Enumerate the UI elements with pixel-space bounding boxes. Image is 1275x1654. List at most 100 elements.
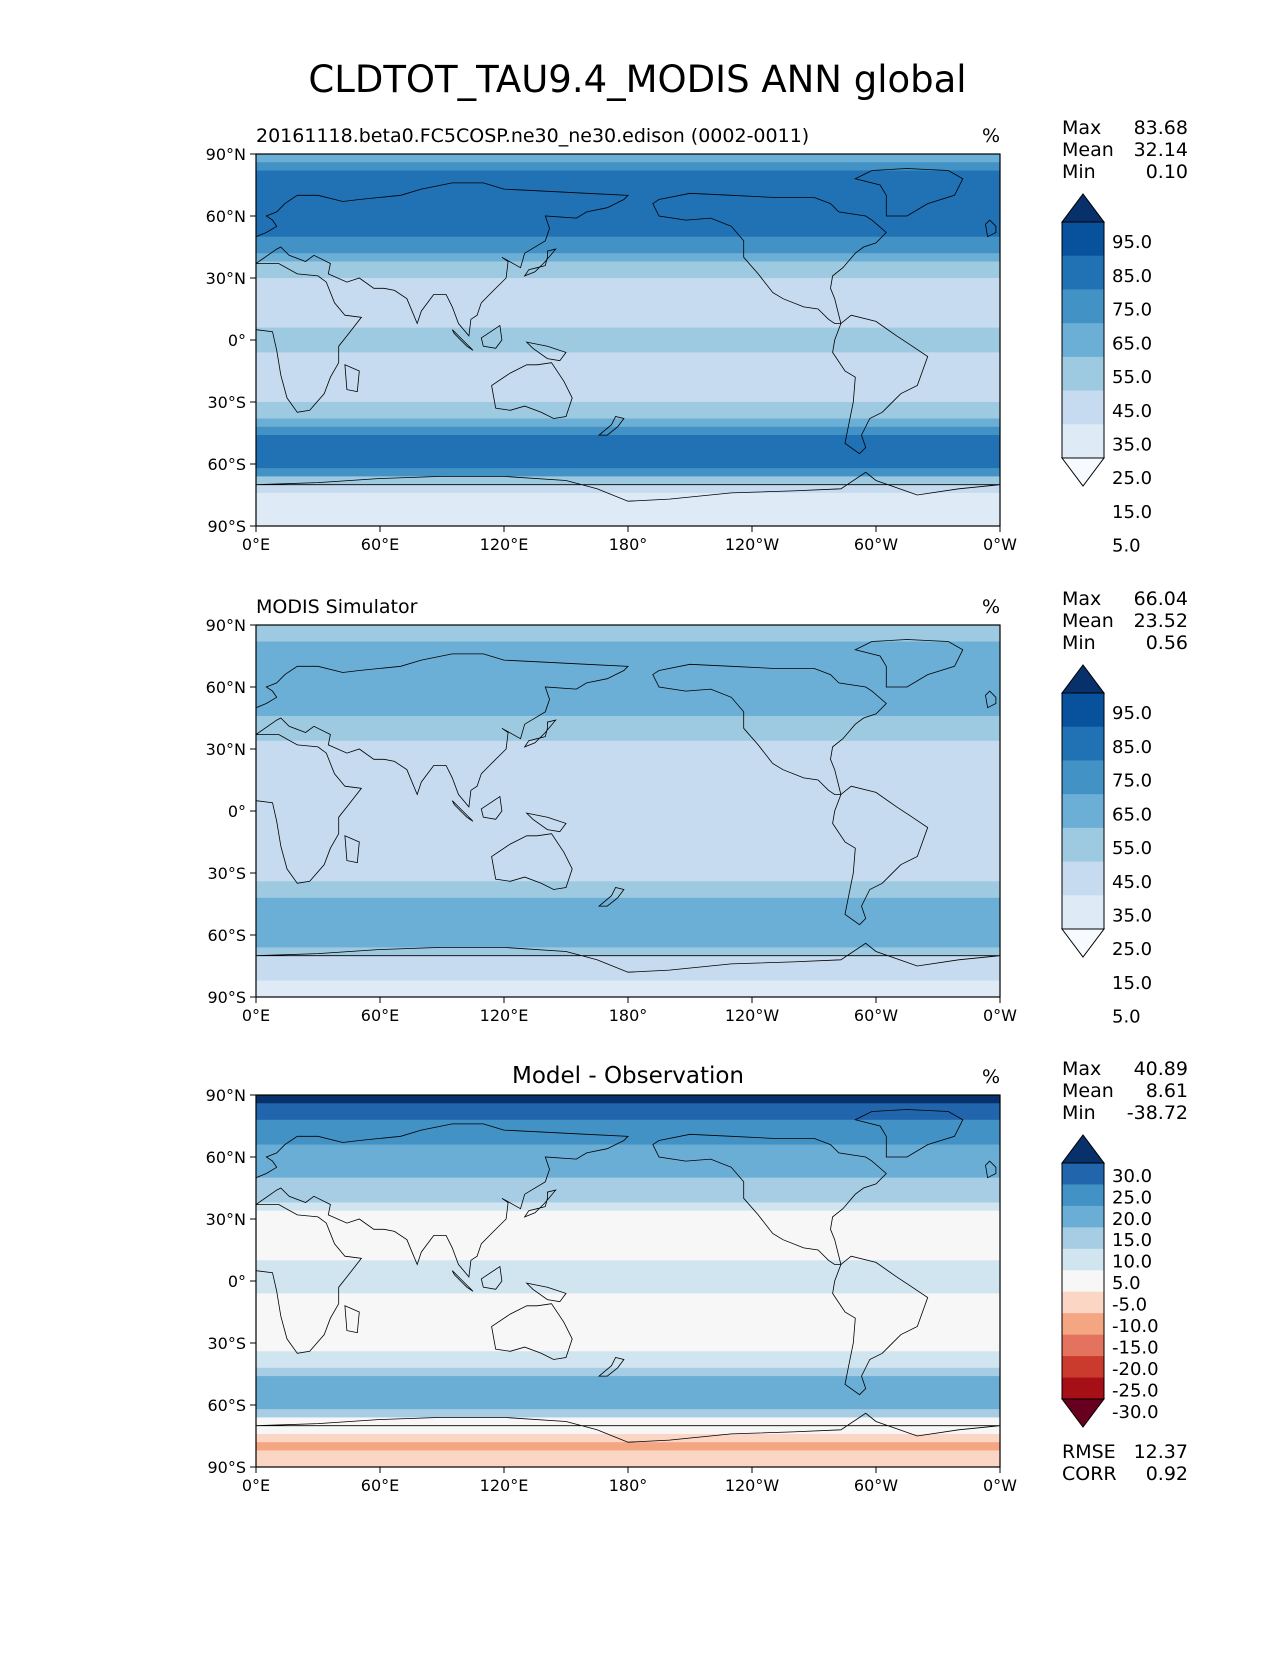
field-band xyxy=(256,385,1000,395)
field-band xyxy=(256,798,1000,808)
coastline xyxy=(491,833,573,890)
figure-title: CLDTOT_TAU9.4_MODIS ANN global xyxy=(308,58,967,101)
field-band xyxy=(256,1343,1000,1352)
x-tick-label: 60°W xyxy=(854,535,898,554)
panel-title: MODIS Simulator xyxy=(256,596,418,618)
colorbar-tick-label: 5.0 xyxy=(1112,1007,1141,1028)
field-band xyxy=(256,286,1000,296)
colorbar-box xyxy=(1062,222,1104,257)
colorbar-box xyxy=(1062,323,1104,358)
stat-label-max: Max xyxy=(1062,1058,1101,1080)
x-tick-label: 0°E xyxy=(242,535,270,554)
colorbar-frame xyxy=(1061,692,1105,930)
x-tick-label: 120°W xyxy=(725,1006,780,1025)
coastline xyxy=(598,1357,625,1377)
colorbar-box xyxy=(1062,1291,1104,1314)
colorbar-frame xyxy=(1061,1162,1105,1400)
coastline xyxy=(256,1412,1000,1443)
field-band xyxy=(256,418,1000,428)
colorbar: 95.0 85.0 75.0 65.0 55.0 45.0 35.0 25.0 15.0 5.0 xyxy=(1061,193,1152,557)
field-band xyxy=(256,451,1000,461)
map-panel-2: MODIS Simulator % 0°E 60°E 120°E 180° 120°W 60°… xyxy=(206,588,1188,1028)
colorbar-box xyxy=(1062,1205,1104,1228)
y-tick-label: 90°S xyxy=(207,1458,246,1477)
field-band xyxy=(256,963,1000,973)
y-tick-label: 90°N xyxy=(206,616,246,635)
field-band xyxy=(256,1376,1000,1385)
field-band xyxy=(256,1161,1000,1170)
x-tick-label: 120°E xyxy=(480,1006,529,1025)
coastline xyxy=(256,942,1000,973)
colorbar-tick-label: -20.0 xyxy=(1112,1359,1159,1380)
colorbar-box xyxy=(1062,255,1104,290)
field-band xyxy=(256,1260,1000,1270)
x-tick-label: 120°E xyxy=(480,535,529,554)
field-band xyxy=(256,1194,1000,1204)
colorbar-box xyxy=(1062,424,1104,459)
field-band xyxy=(256,426,1000,436)
field-band xyxy=(256,319,1000,329)
metric-value-corr: 0.92 xyxy=(1146,1463,1188,1485)
coastline xyxy=(854,1109,964,1158)
coastline xyxy=(832,785,929,926)
field-band xyxy=(256,1442,1000,1452)
colorbar-tick-label: 5.0 xyxy=(1112,1273,1141,1294)
field-band xyxy=(256,459,1000,469)
colorbar-tick-label: 15.0 xyxy=(1112,502,1152,523)
map-panel-3: Model - Observation % 0°E 60°E 120°E 180° 120°… xyxy=(206,1058,1188,1495)
stat-value-min: -38.72 xyxy=(1127,1102,1188,1124)
y-tick-label: 30°N xyxy=(206,740,246,759)
field-band xyxy=(256,1276,1000,1286)
stat-value-min: 0.10 xyxy=(1146,161,1188,183)
field-band xyxy=(256,740,1000,750)
field-band xyxy=(256,261,1000,271)
field-band xyxy=(256,1433,1000,1443)
y-tick-label: 90°N xyxy=(206,145,246,164)
field-band xyxy=(256,757,1000,767)
field-band xyxy=(256,492,1000,502)
field-band xyxy=(256,1177,1000,1187)
colorbar-box xyxy=(1062,356,1104,392)
stat-value-mean: 23.52 xyxy=(1134,610,1188,632)
field-band xyxy=(256,1185,1000,1195)
coastline xyxy=(344,364,360,393)
y-tick-label: 60°S xyxy=(207,1396,246,1415)
field-band xyxy=(256,732,1000,742)
field-band xyxy=(256,658,1000,667)
map-panel-1: 20161118.beta0.FC5COSP.ne30_ne30.edison … xyxy=(206,117,1188,557)
x-tick-label: 0°W xyxy=(983,535,1017,554)
coastline xyxy=(854,639,964,688)
metric-label-corr: CORR xyxy=(1062,1463,1117,1485)
field-band xyxy=(256,1458,1000,1468)
y-tick-label: 90°N xyxy=(206,1086,246,1105)
field-band xyxy=(256,864,1000,874)
y-tick-label: 30°S xyxy=(207,864,246,883)
x-tick-label: 0°E xyxy=(242,1006,270,1025)
colorbar-box xyxy=(1062,827,1104,863)
metric-value-rmse: 12.37 xyxy=(1134,1441,1188,1463)
colorbar-tick-label: 65.0 xyxy=(1112,333,1152,354)
field-band xyxy=(256,889,1000,899)
field-band xyxy=(256,1227,1000,1237)
colorbar-tick-label: 85.0 xyxy=(1112,266,1152,287)
colorbar-frame xyxy=(1061,221,1105,459)
x-tick-label: 120°E xyxy=(480,1476,529,1495)
x-tick-label: 120°W xyxy=(725,535,780,554)
x-tick-label: 120°W xyxy=(725,1476,780,1495)
stat-value-max: 40.89 xyxy=(1134,1058,1188,1080)
colorbar-box xyxy=(1062,693,1104,728)
field-band xyxy=(256,1400,1000,1410)
field-band xyxy=(256,443,1000,453)
stat-value-mean: 32.14 xyxy=(1134,139,1188,161)
coastlines xyxy=(256,639,1000,973)
colorbar-box xyxy=(1062,1270,1104,1293)
x-tick-label: 180° xyxy=(609,1476,648,1495)
units-label: % xyxy=(982,125,1000,147)
y-tick-label: 60°S xyxy=(207,926,246,945)
y-tick-label: 90°S xyxy=(207,988,246,1007)
x-tick-label: 0°E xyxy=(242,1476,270,1495)
field-band xyxy=(256,790,1000,800)
field-band xyxy=(256,881,1000,891)
coastlines xyxy=(256,168,1000,502)
field-band xyxy=(256,1103,1000,1113)
